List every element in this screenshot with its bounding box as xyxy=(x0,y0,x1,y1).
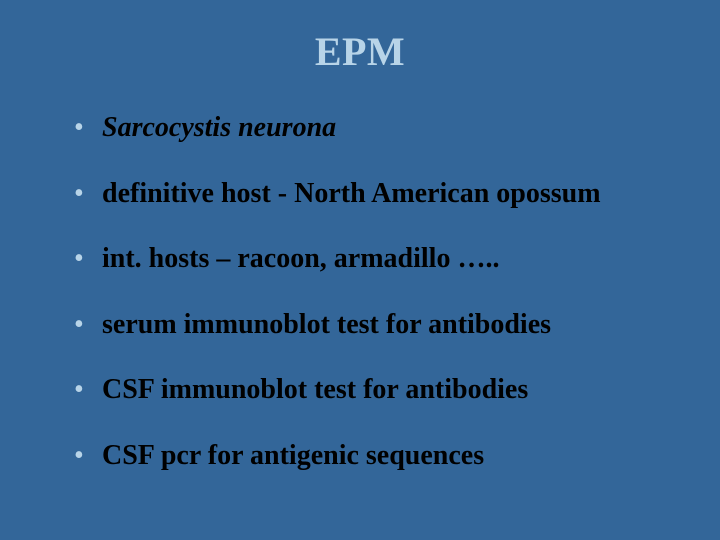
slide: EPM Sarcocystis neurona definitive host … xyxy=(0,0,720,540)
bullet-text: CSF pcr for antigenic sequences xyxy=(102,440,484,471)
slide-title: EPM xyxy=(50,28,670,75)
bullet-text: Sarcocystis neurona xyxy=(102,112,336,143)
list-item: Sarcocystis neurona xyxy=(74,111,670,145)
bullet-text: int. hosts – racoon, armadillo ….. xyxy=(102,243,499,274)
list-item: CSF pcr for antigenic sequences xyxy=(74,439,670,473)
list-item: serum immunoblot test for antibodies xyxy=(74,308,670,342)
bullet-list: Sarcocystis neurona definitive host - No… xyxy=(50,111,670,473)
bullet-text: serum immunoblot test for antibodies xyxy=(102,309,551,340)
bullet-text: CSF immunoblot test for antibodies xyxy=(102,374,528,405)
list-item: definitive host - North American opossum xyxy=(74,177,670,211)
list-item: CSF immunoblot test for antibodies xyxy=(74,373,670,407)
list-item: int. hosts – racoon, armadillo ….. xyxy=(74,242,670,276)
bullet-text: definitive host - North American opossum xyxy=(102,178,601,209)
